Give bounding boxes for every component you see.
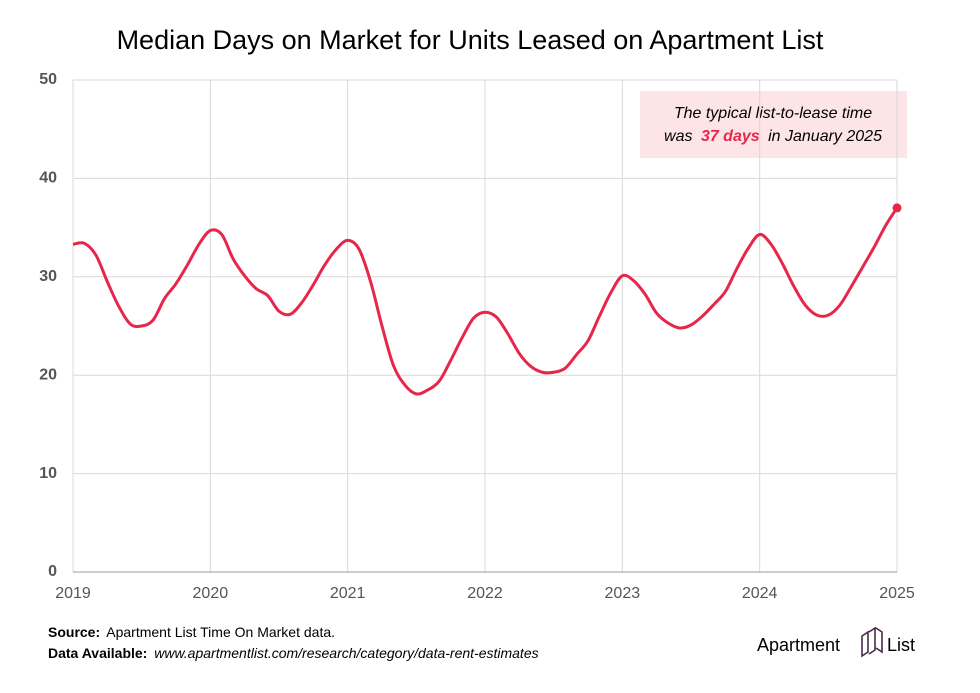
data-text: www.apartmentlist.com/research/category/… [154, 645, 538, 661]
source-label: Source: [48, 624, 100, 640]
line [72, 207, 899, 396]
annotation: was 37 days in January 2025 [664, 128, 882, 145]
x-tick-label: 2024 [742, 585, 778, 602]
annotation-box [640, 91, 907, 158]
x-tick-label: 2022 [467, 585, 503, 602]
logo-icon [861, 626, 883, 658]
logo-text: Apartment [757, 635, 840, 655]
source: Source: Apartment List Time On Market da… [48, 624, 335, 640]
x-tick-label: 2019 [55, 585, 91, 602]
y-tick-label: 20 [39, 366, 57, 383]
data-label: Data Available: [48, 645, 147, 661]
logo-text: List [887, 635, 915, 655]
y-tick-label: 30 [39, 268, 57, 285]
annotation-text: was [664, 128, 692, 145]
y-tick-label: 50 [39, 71, 57, 88]
source-text: Apartment List Time On Market data. [106, 624, 335, 640]
chart-title: Median Days on Market for Units Leased o… [117, 25, 824, 55]
annotation-text: in January 2025 [768, 128, 882, 145]
end-point [892, 203, 902, 213]
y-tick-label: 40 [39, 170, 57, 187]
y-tick-label: 10 [39, 465, 57, 482]
data-source: Data Available: www.apartmentlist.com/re… [48, 645, 539, 661]
x-tick-label: 2023 [605, 585, 641, 602]
x-tick-label: 2020 [193, 585, 229, 602]
annotation-highlight: 37 days [701, 128, 760, 145]
x-tick-label: 2025 [879, 585, 915, 602]
annotation: The typical list-to-lease time [674, 105, 872, 122]
y-tick-label: 0 [48, 563, 57, 580]
x-tick-label: 2021 [330, 585, 366, 602]
